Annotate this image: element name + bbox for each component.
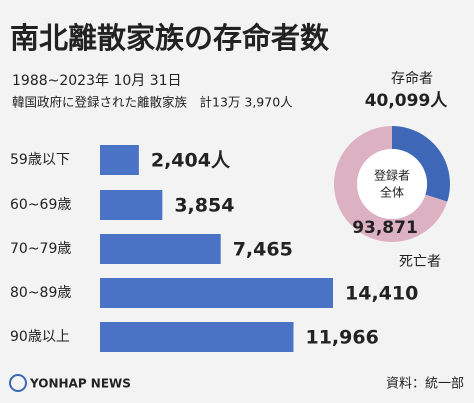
slice-value: 40,099人 xyxy=(365,91,449,111)
slice-name: 存命者 xyxy=(391,70,433,87)
value-label: 14,410 xyxy=(345,283,418,305)
logo-icon xyxy=(9,374,27,392)
donut-hole xyxy=(357,149,427,219)
center-label: 全体 xyxy=(380,185,404,200)
value-label: 7,465 xyxy=(233,239,293,261)
subtitle: 1988~2023年 10月 31日 xyxy=(12,73,182,89)
bar xyxy=(100,145,139,175)
category-label: 60~69歳 xyxy=(10,197,71,213)
category-label: 70~79歳 xyxy=(10,241,71,257)
bar xyxy=(100,278,333,308)
bar xyxy=(100,190,163,220)
value-label: 3,854 xyxy=(174,195,234,217)
slice-name: 死亡者 xyxy=(399,254,441,270)
donut-slice xyxy=(334,126,448,242)
bar xyxy=(100,234,221,264)
logo: YONHAP NEWS xyxy=(9,374,131,392)
center-label: 登録者 xyxy=(374,168,410,183)
category-label: 80~89歳 xyxy=(10,285,71,301)
donut-slice xyxy=(392,126,450,202)
source: 資料：統一部 xyxy=(386,377,464,392)
logo-text: YONHAP NEWS xyxy=(29,377,131,391)
category-label: 59歳以下 xyxy=(10,152,70,168)
value-label: 2,404人 xyxy=(151,150,231,172)
title: 南北離散家族の存命者数 xyxy=(10,21,330,55)
category-label: 90歳以上 xyxy=(10,329,70,345)
bar xyxy=(100,322,294,352)
value-label: 11,966 xyxy=(305,327,378,349)
slice-value: 93,871 xyxy=(352,218,418,238)
note: 韓国政府に登録された離散家族 計13万 3,970人 xyxy=(12,95,293,110)
